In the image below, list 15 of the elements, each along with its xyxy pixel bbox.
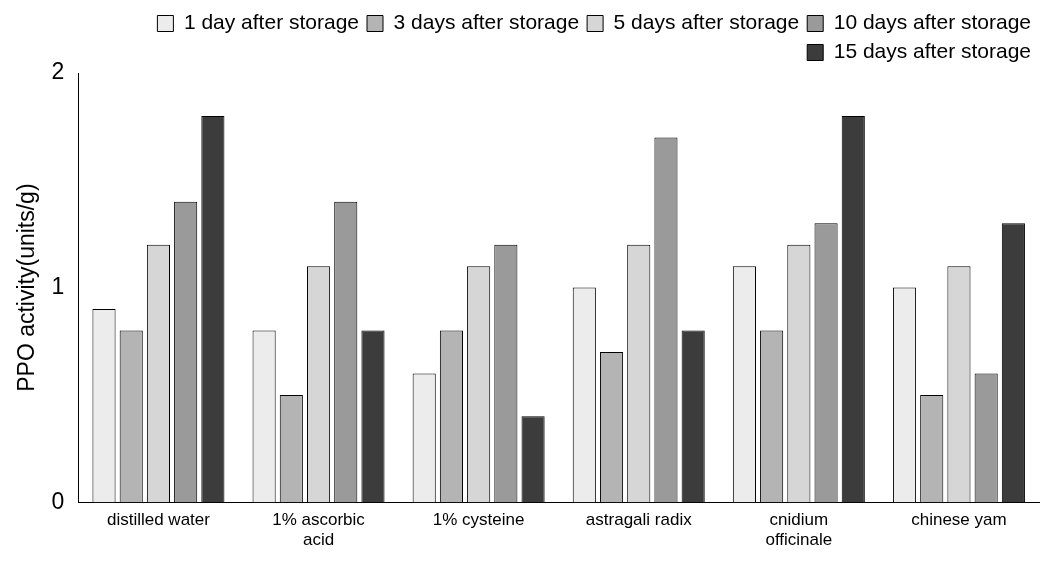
legend-label: 3 days after storage <box>393 10 580 34</box>
y-tick-label: 0 <box>51 487 65 514</box>
x-tick-label: 1% cysteine <box>432 510 525 530</box>
x-tick-label: cnidium officinale <box>765 510 833 550</box>
legend-label: 1 day after storage <box>183 10 360 34</box>
x-tick-label: 1% ascorbic acid <box>272 510 366 550</box>
x-tick-label: chinese yam <box>911 510 1007 530</box>
x-tick-label: distilled water <box>106 510 211 530</box>
y-axis-title: PPO activity(units/g) <box>13 183 40 392</box>
y-tick-label: 2 <box>51 58 65 85</box>
legend-label: 15 days after storage <box>833 39 1032 63</box>
y-tick-label: 1 <box>51 272 65 299</box>
x-tick-label: astragali radix <box>585 510 693 530</box>
legend-label: 5 days after storage <box>613 10 800 34</box>
legend-label: 10 days after storage <box>833 10 1032 34</box>
